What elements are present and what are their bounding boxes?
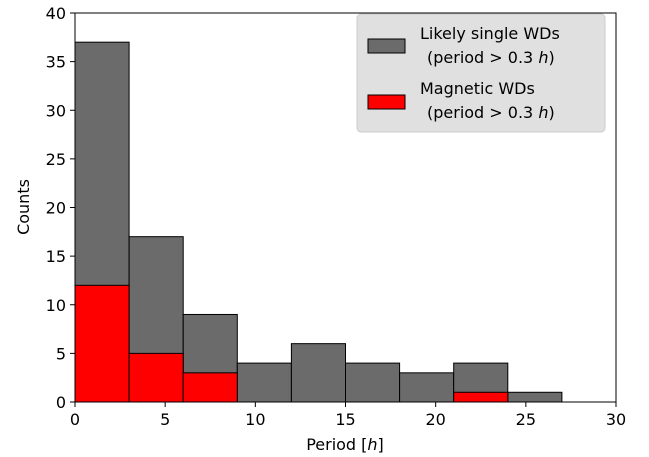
x-tick-label: 20 xyxy=(425,410,445,429)
y-tick-label: 15 xyxy=(46,247,66,266)
y-tick-label: 35 xyxy=(46,53,66,72)
bars-group xyxy=(74,41,563,403)
x-axis-label: Period [h] xyxy=(306,435,384,454)
y-tick-label: 0 xyxy=(56,393,66,412)
bar-magnetic-0 xyxy=(74,284,130,403)
x-tick-label: 30 xyxy=(606,410,626,429)
x-tick-label: 25 xyxy=(516,410,536,429)
x-tick-label: 5 xyxy=(160,410,170,429)
bar-single-5 xyxy=(345,362,401,403)
ticks-group: 0 5 10 15 20 25 30 0 5 10 15 20 25 30 35 40 xyxy=(46,4,627,429)
bar-single-8 xyxy=(507,391,563,403)
legend-label-magnetic-line1: Magnetic WDs xyxy=(420,79,535,98)
legend-swatch-magnetic xyxy=(367,94,406,110)
bar-magnetic-1 xyxy=(128,352,184,403)
legend-swatch-single xyxy=(367,38,406,54)
x-tick-label: 0 xyxy=(70,410,80,429)
bar-single-4 xyxy=(290,343,346,403)
legend-label-single-line2: (period > 0.3 h) xyxy=(427,48,555,67)
y-tick-label: 20 xyxy=(46,199,66,218)
x-tick-label: 10 xyxy=(245,410,265,429)
legend-box xyxy=(356,13,606,133)
y-tick-label: 5 xyxy=(56,344,66,363)
bar-single-3 xyxy=(236,362,292,403)
y-tick-label: 25 xyxy=(46,150,66,169)
x-tick-label: 15 xyxy=(335,410,355,429)
bar-single-6 xyxy=(399,372,455,403)
y-tick-label: 30 xyxy=(46,101,66,120)
y-axis-label: Counts xyxy=(14,179,33,235)
legend: Likely single WDs (period > 0.3 h) Magne… xyxy=(356,13,606,133)
bar-magnetic-2 xyxy=(182,372,238,403)
y-tick-label: 10 xyxy=(46,296,66,315)
bar-magnetic-7 xyxy=(453,391,509,403)
legend-label-single-line1: Likely single WDs xyxy=(420,24,560,43)
y-tick-label: 40 xyxy=(46,4,66,23)
legend-label-magnetic-line2: (period > 0.3 h) xyxy=(427,103,555,122)
